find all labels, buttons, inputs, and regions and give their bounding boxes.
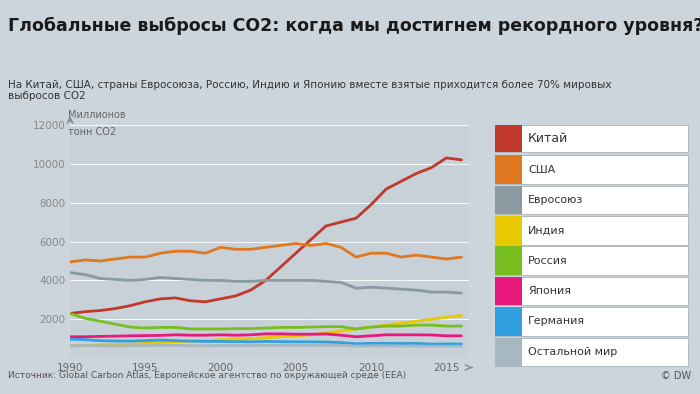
Bar — [495, 338, 522, 366]
Text: Россия: Россия — [528, 256, 568, 266]
Text: Китай: Китай — [528, 132, 568, 145]
Bar — [495, 307, 688, 336]
Bar — [495, 277, 522, 305]
Text: Остальной мир: Остальной мир — [528, 347, 617, 357]
Text: На Китай, США, страны Евросоюза, Россию, Индию и Японию вместе взятые приходится: На Китай, США, страны Евросоюза, Россию,… — [8, 80, 612, 101]
Bar — [495, 277, 688, 305]
Bar — [495, 247, 688, 275]
Text: Германия: Германия — [528, 316, 585, 326]
Text: Источник: Global Carbon Atlas, Европейское агентство по окружающей среде (EEA): Источник: Global Carbon Atlas, Европейск… — [8, 371, 407, 380]
Bar — [495, 186, 688, 214]
Bar — [495, 156, 688, 184]
Bar — [495, 247, 522, 275]
Text: © DW: © DW — [662, 371, 692, 381]
Bar — [495, 125, 688, 152]
Bar — [495, 307, 522, 336]
Bar — [495, 125, 522, 152]
Text: Индия: Индия — [528, 225, 566, 235]
Text: тонн СО2: тонн СО2 — [68, 126, 116, 137]
Bar — [495, 216, 688, 245]
Text: Миллионов: Миллионов — [68, 110, 125, 120]
Text: США: США — [528, 165, 556, 175]
Bar — [495, 156, 522, 184]
Text: Япония: Япония — [528, 286, 571, 296]
Bar — [495, 216, 522, 245]
Text: Глобальные выбросы СО2: когда мы достигнем рекордного уровня?: Глобальные выбросы СО2: когда мы достигн… — [8, 17, 700, 35]
Text: Евросоюз: Евросоюз — [528, 195, 584, 205]
Bar — [495, 186, 522, 214]
Bar — [495, 338, 688, 366]
